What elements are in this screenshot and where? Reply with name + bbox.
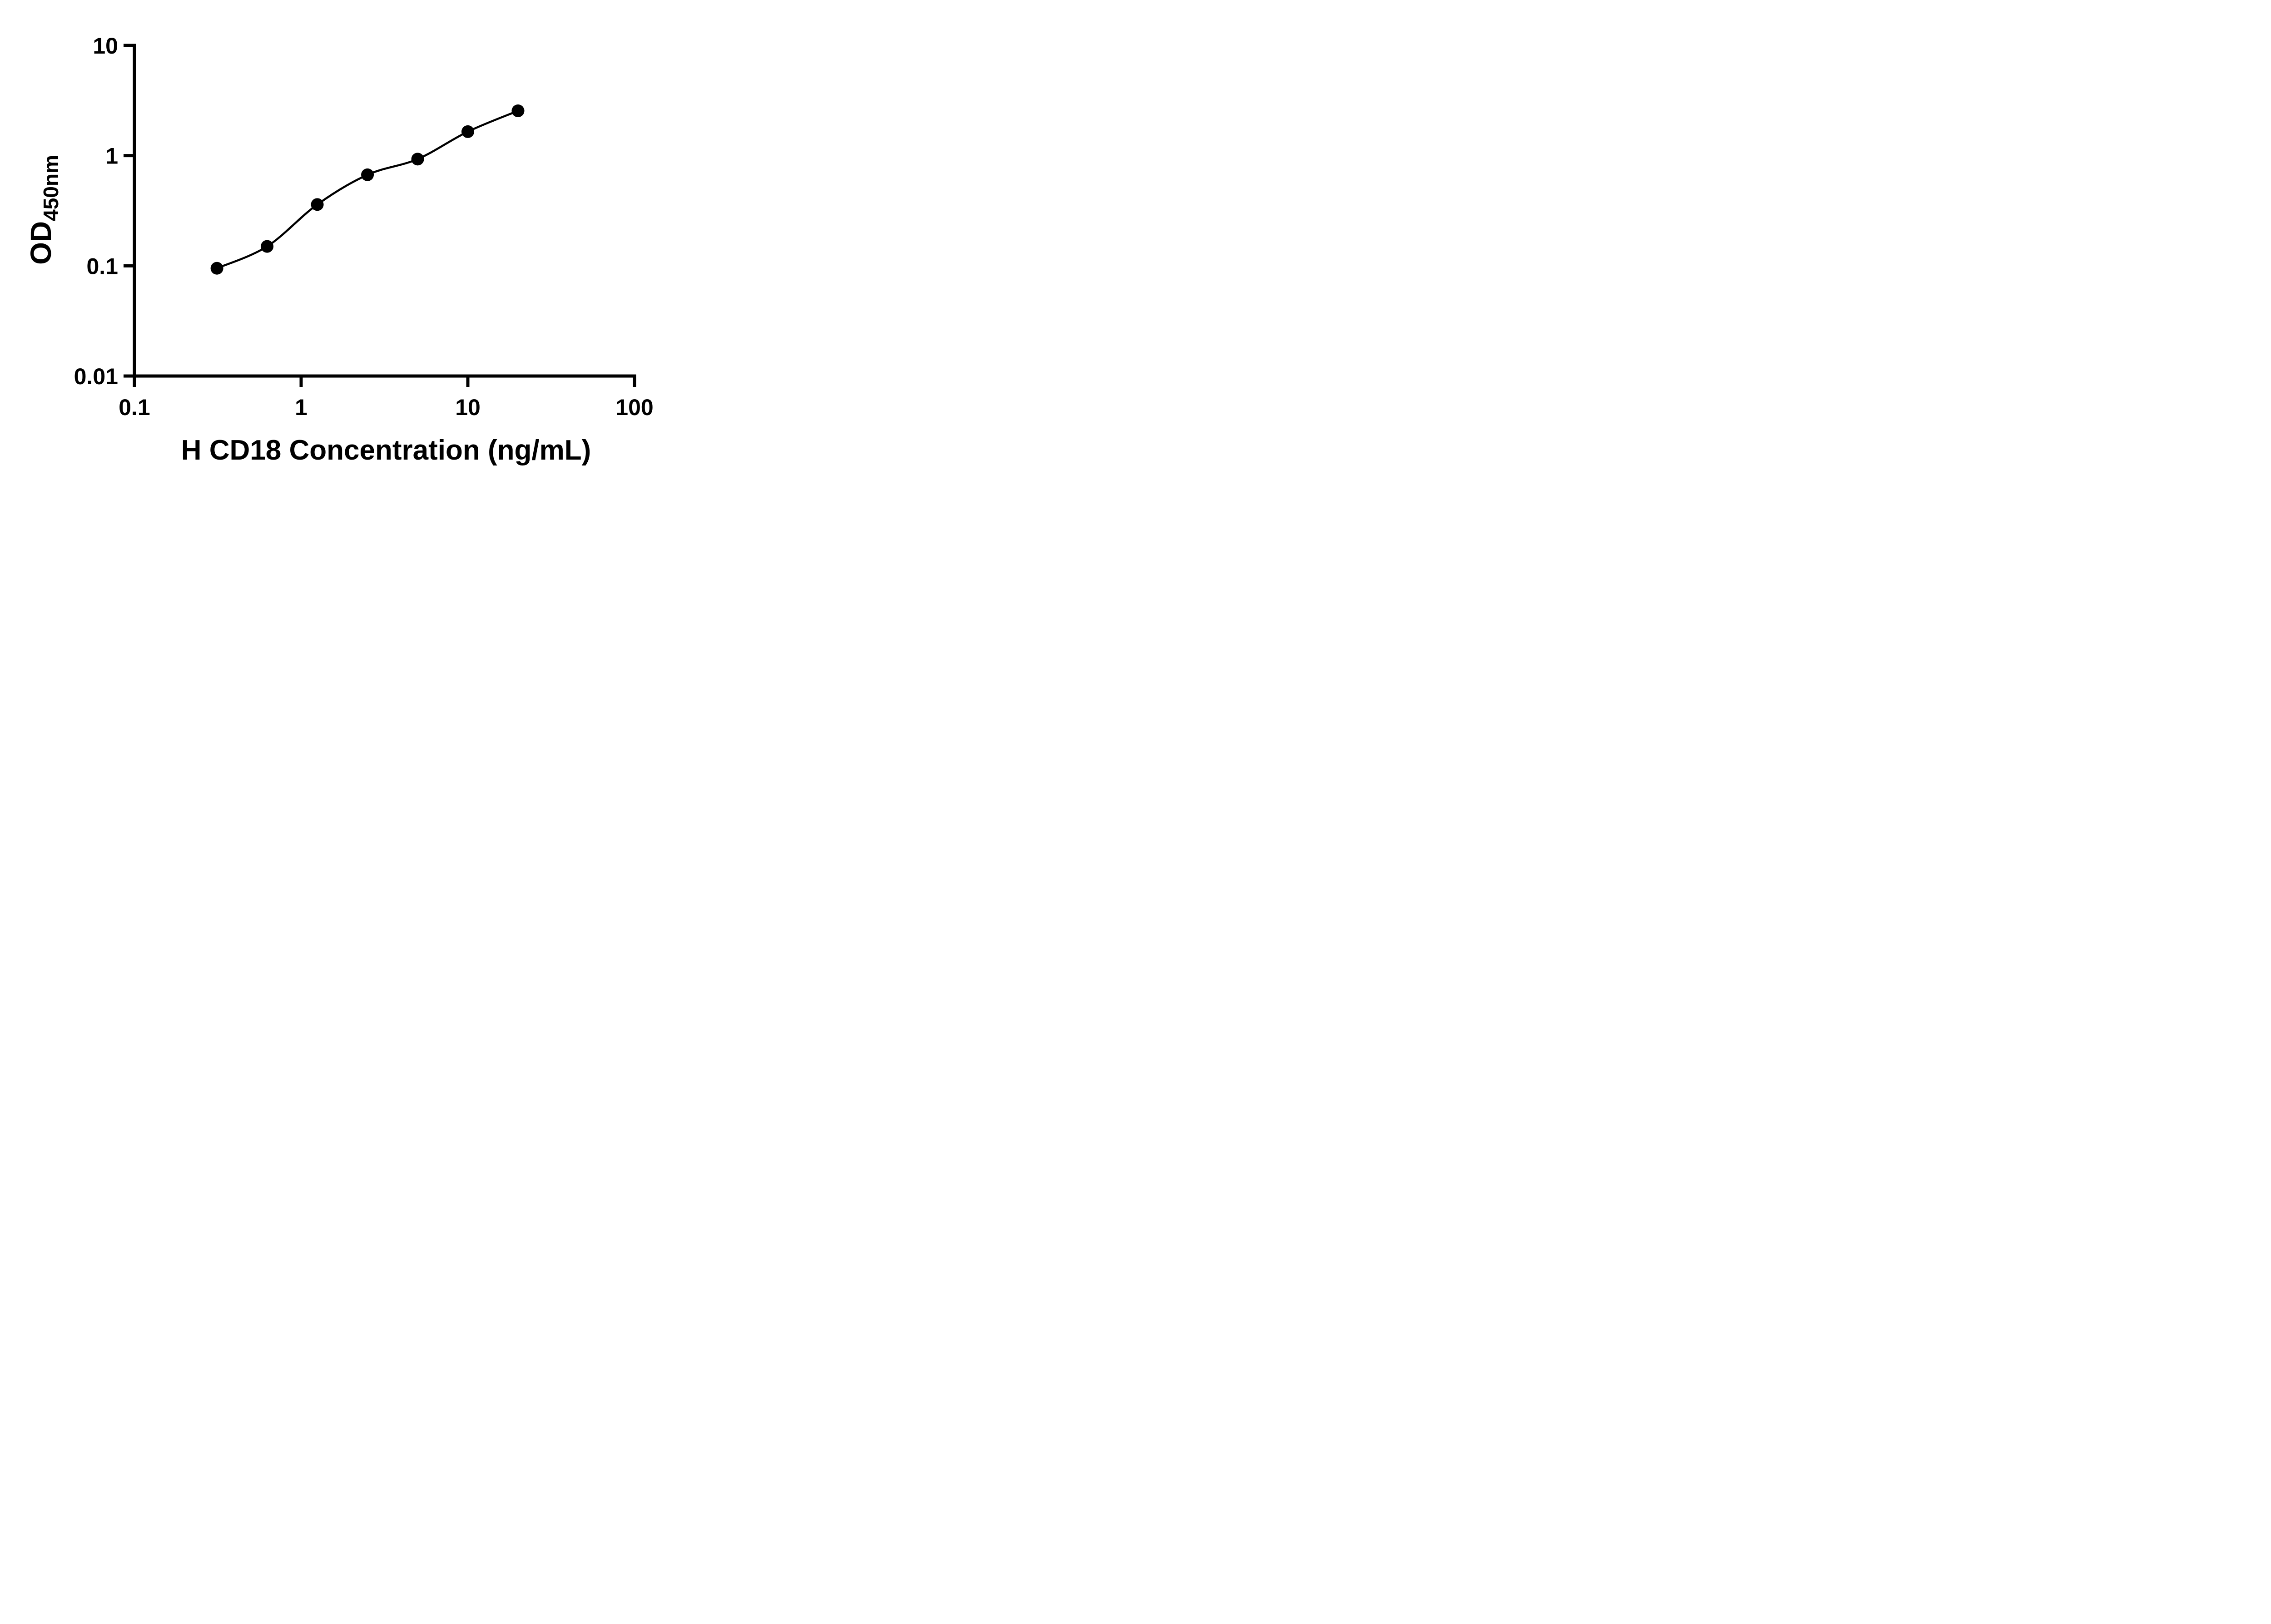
axis-spines xyxy=(133,44,636,378)
data-point xyxy=(210,262,223,275)
figure-page: 0.1 1 10 100 10 1 0.1 0.01 H CD18 Concentration… xyxy=(0,0,704,487)
y-axis-label-main: OD xyxy=(25,221,57,265)
x-axis-label: H CD18 Concentration (ng/mL) xyxy=(181,435,591,466)
y-axis-label: OD450nm xyxy=(25,155,63,265)
y-tick-label: 10 xyxy=(93,33,118,59)
y-tick-label: 1 xyxy=(105,144,118,169)
data-point xyxy=(361,168,374,181)
data-point xyxy=(461,125,474,138)
y-tick-label: 0.01 xyxy=(74,364,118,389)
x-tick-label: 0.1 xyxy=(119,395,150,420)
x-tick-label: 10 xyxy=(455,395,481,420)
y-axis-label-subscript: 450nm xyxy=(39,155,63,221)
data-point xyxy=(411,153,424,166)
x-tick-label: 100 xyxy=(615,395,653,420)
x-tick-label: 1 xyxy=(295,395,307,420)
y-tick-label: 0.1 xyxy=(86,253,118,279)
data-point xyxy=(261,240,274,253)
data-point xyxy=(311,198,324,211)
data-point xyxy=(511,104,525,118)
